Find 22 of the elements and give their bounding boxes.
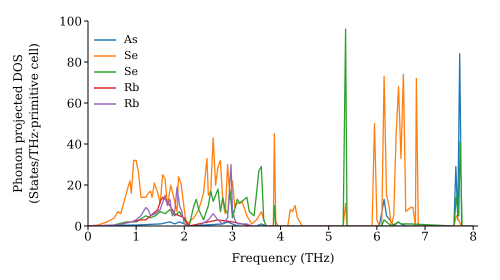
y-tick-label: 40 <box>66 137 82 152</box>
legend-label: Rb <box>124 96 140 112</box>
y-tick-label: 60 <box>66 96 82 110</box>
y-tick-label: 80 <box>66 55 82 70</box>
x-tick-label: 3 <box>228 230 236 244</box>
x-tick-label: 4 <box>276 230 285 244</box>
x-axis-title: Frequency (THz) <box>232 251 334 265</box>
x-tick-label: 5 <box>324 230 333 244</box>
x-tick-label: 8 <box>469 230 478 244</box>
x-tick-label: 0 <box>84 230 92 244</box>
legend-label: Rb <box>124 80 140 96</box>
x-tick-label: 2 <box>180 230 188 244</box>
legend-label: As <box>124 32 138 48</box>
x-tick-label: 7 <box>421 230 429 244</box>
x-tick-label: 6 <box>373 230 381 244</box>
y-tick-label: 20 <box>66 178 82 192</box>
y-axis-title: Phonon projected DOS (States/THz·primitive cell) <box>11 43 41 204</box>
x-tick-label: 1 <box>132 230 140 244</box>
y-tick-label: 100 <box>59 14 82 28</box>
legend-label: Se <box>124 48 138 64</box>
legend-label: Se <box>124 64 138 80</box>
y-tick-label: 0 <box>74 219 82 234</box>
